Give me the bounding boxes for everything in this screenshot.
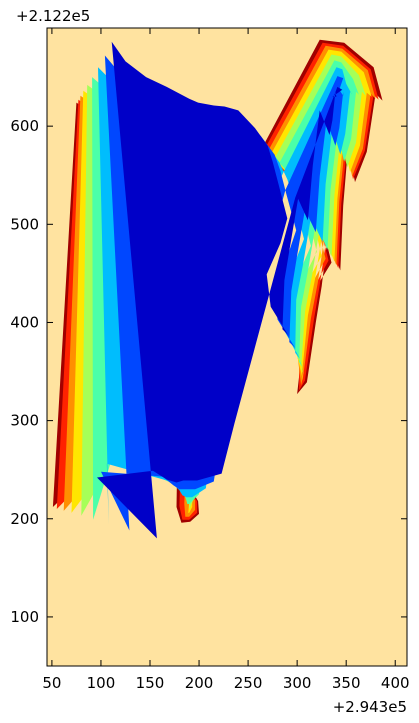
plot-frame (46, 27, 408, 667)
contour-level-9 (97, 41, 343, 539)
y-tick-label: 300 (10, 412, 39, 430)
x-offset-label: +2.943e5 (333, 698, 407, 716)
x-tick-label: 400 (381, 674, 410, 692)
x-tick-label: 350 (332, 674, 361, 692)
contour-levels (52, 39, 383, 539)
x-tick-label: 300 (283, 674, 312, 692)
plot-area: 50 100 150 200 250 300 350 400 100 200 300 400 500 6… (10, 27, 410, 692)
x-tick-label: 200 (185, 674, 214, 692)
x-axis-ticks (51, 28, 396, 666)
y-axis-ticks (47, 125, 407, 618)
y-tick-label: 500 (10, 215, 39, 233)
y-axis-tick-labels: 100 200 300 400 500 600 (10, 117, 39, 626)
y-tick-label: 600 (10, 117, 39, 135)
x-tick-label: 50 (42, 674, 61, 692)
x-tick-label: 250 (234, 674, 263, 692)
x-tick-label: 150 (136, 674, 165, 692)
y-tick-label: 400 (10, 313, 39, 331)
y-offset-label: +2.122e5 (16, 7, 90, 25)
y-tick-label: 100 (10, 608, 39, 626)
y-tick-label: 200 (10, 510, 39, 528)
x-tick-label: 100 (87, 674, 116, 692)
x-axis-tick-labels: 50 100 150 200 250 300 350 400 (42, 674, 409, 692)
